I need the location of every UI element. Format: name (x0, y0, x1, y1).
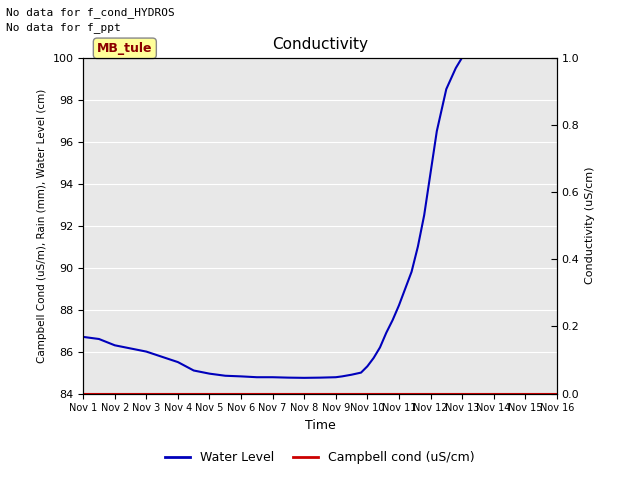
Legend: Water Level, Campbell cond (uS/cm): Water Level, Campbell cond (uS/cm) (160, 446, 480, 469)
Text: MB_tule: MB_tule (97, 42, 152, 55)
Text: No data for f_cond_HYDROS: No data for f_cond_HYDROS (6, 7, 175, 18)
Y-axis label: Campbell Cond (uS/m), Rain (mm), Water Level (cm): Campbell Cond (uS/m), Rain (mm), Water L… (37, 88, 47, 363)
Y-axis label: Conductivity (uS/cm): Conductivity (uS/cm) (585, 167, 595, 284)
Title: Conductivity: Conductivity (272, 37, 368, 52)
Text: No data for f_ppt: No data for f_ppt (6, 22, 121, 33)
X-axis label: Time: Time (305, 419, 335, 432)
